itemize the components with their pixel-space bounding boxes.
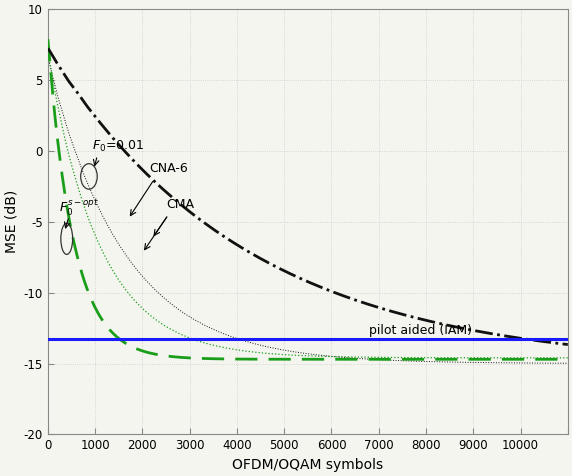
Text: CMA: CMA (166, 198, 194, 210)
Text: $F_0^{s-opt}$: $F_0^{s-opt}$ (59, 197, 98, 218)
Y-axis label: MSE (dB): MSE (dB) (4, 190, 18, 253)
Text: CNA-6: CNA-6 (149, 162, 188, 175)
Text: $F_0$=0.01: $F_0$=0.01 (92, 139, 144, 154)
Text: pilot aided (IAM): pilot aided (IAM) (370, 324, 472, 337)
X-axis label: OFDM/OQAM symbols: OFDM/OQAM symbols (232, 458, 383, 472)
